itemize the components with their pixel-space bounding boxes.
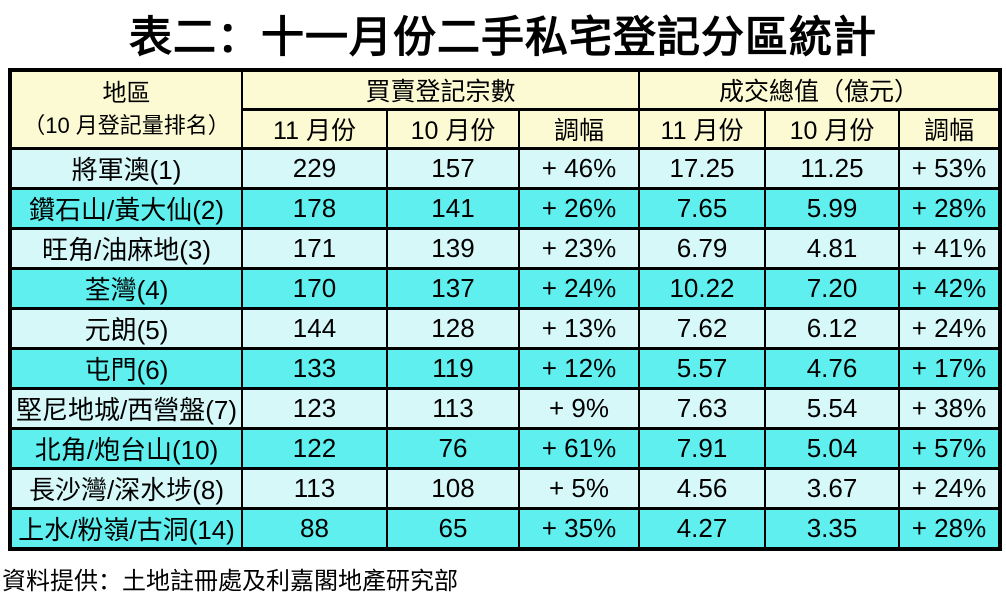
cell-reg-oct: 128 [386,307,520,350]
table-row: 堅尼地城/西營盤(7) 123 113 + 9% 7.63 5.54 + 38% [9,387,1001,430]
cell-val-oct: 4.76 [764,347,900,390]
cell-val-change: + 24% [898,467,1001,510]
cell-val-nov: 7.63 [638,387,766,430]
cell-val-change: + 38% [898,387,1001,430]
table-row: 長沙灣/深水埗(8) 113 108 + 5% 4.56 3.67 + 24% [9,467,1001,510]
cell-reg-oct: 157 [386,147,520,190]
cell-reg-nov: 171 [241,227,388,270]
cell-val-change: + 53% [898,147,1001,190]
cell-val-change: + 28% [898,507,1001,551]
cell-val-oct: 11.25 [764,147,900,190]
cell-reg-nov: 144 [241,307,388,350]
cell-val-oct: 4.81 [764,227,900,270]
col-header-val-oct: 10 月份 [764,108,900,150]
group-header-registrations: 買賣登記宗數 [241,68,640,111]
cell-val-change: + 57% [898,427,1001,470]
cell-district: 屯門(6) [9,347,243,390]
cell-val-nov: 7.91 [638,427,766,470]
cell-district: 堅尼地城/西營盤(7) [9,387,243,430]
table-row: 將軍澳(1) 229 157 + 46% 17.25 11.25 + 53% [9,147,1001,190]
table-row: 北角/炮台山(10) 122 76 + 61% 7.91 5.04 + 57% [9,427,1001,470]
col-header-reg-oct: 10 月份 [386,108,520,150]
cell-reg-nov: 113 [241,467,388,510]
cell-val-oct: 3.35 [764,507,900,551]
cell-val-nov: 10.22 [638,267,766,310]
table-row: 荃灣(4) 170 137 + 24% 10.22 7.20 + 42% [9,267,1001,310]
col-header-val-change: 調幅 [898,108,1001,150]
cell-val-nov: 4.27 [638,507,766,551]
cell-val-change: + 17% [898,347,1001,390]
cell-reg-change: + 46% [518,147,640,190]
cell-reg-oct: 137 [386,267,520,310]
table-header: 地區 （10 月登記量排名） 買賣登記宗數 成交總值（億元） 11 月份 10 … [9,68,1001,150]
table-row: 元朗(5) 144 128 + 13% 7.62 6.12 + 24% [9,307,1001,350]
cell-reg-oct: 119 [386,347,520,390]
cell-val-nov: 17.25 [638,147,766,190]
cell-district: 荃灣(4) [9,267,243,310]
cell-val-oct: 5.54 [764,387,900,430]
group-header-row: 地區 （10 月登記量排名） 買賣登記宗數 成交總值（億元） [9,68,1001,150]
sub-header-row: 11 月份 10 月份 調幅 11 月份 10 月份 調幅 [10,108,1001,150]
cell-reg-nov: 123 [241,387,388,430]
cell-reg-oct: 76 [386,427,520,470]
page-title: 表二：十一月份二手私宅登記分區統計 [129,14,877,62]
table-row: 鑽石山/黃大仙(2) 178 141 + 26% 7.65 5.99 + 28% [9,187,1001,230]
cell-reg-change: + 35% [518,507,640,551]
district-statistics-table: 地區 （10 月登記量排名） 買賣登記宗數 成交總值（億元） 11 月份 10 … [8,68,1002,551]
cell-reg-oct: 141 [386,187,520,230]
col-header-district: 地區 （10 月登記量排名） [9,68,243,150]
cell-reg-oct: 65 [386,507,520,551]
table-row: 旺角/油麻地(3) 171 139 + 23% 6.79 4.81 + 41% [9,227,1001,270]
cell-district: 鑽石山/黃大仙(2) [9,187,243,230]
cell-reg-change: + 23% [518,227,640,270]
cell-reg-change: + 24% [518,267,640,310]
col-header-val-nov: 11 月份 [638,108,766,150]
cell-val-change: + 24% [898,307,1001,350]
cell-reg-change: + 26% [518,187,640,230]
cell-district: 將軍澳(1) [9,147,243,190]
cell-reg-nov: 88 [241,507,388,551]
cell-val-oct: 6.12 [764,307,900,350]
cell-reg-change: + 12% [518,347,640,390]
cell-val-oct: 5.04 [764,427,900,470]
cell-val-nov: 4.56 [638,467,766,510]
cell-reg-nov: 122 [241,427,388,470]
cell-district: 上水/粉嶺/古洞(14) [9,507,243,551]
col-header-district-line2: （10 月登記量排名） [23,112,230,138]
cell-val-oct: 3.67 [764,467,900,510]
col-header-reg-change: 調幅 [518,108,640,150]
cell-district: 長沙灣/深水埗(8) [9,467,243,510]
col-header-district-line1: 地區 [102,80,151,108]
cell-val-change: + 41% [898,227,1001,270]
cell-reg-oct: 108 [386,467,520,510]
cell-val-oct: 7.20 [764,267,900,310]
cell-val-change: + 42% [898,267,1001,310]
group-header-total-value: 成交總值（億元） [638,68,1001,111]
cell-district: 元朗(5) [9,307,243,350]
cell-reg-change: + 13% [518,307,640,350]
cell-reg-oct: 113 [386,387,520,430]
table-row: 上水/粉嶺/古洞(14) 88 65 + 35% 4.27 3.35 + 28% [9,507,1001,551]
cell-reg-nov: 229 [241,147,388,190]
cell-reg-nov: 170 [241,267,388,310]
cell-val-nov: 5.57 [638,347,766,390]
cell-reg-change: + 61% [518,427,640,470]
cell-reg-nov: 133 [241,347,388,390]
table-row: 屯門(6) 133 119 + 12% 5.57 4.76 + 17% [9,347,1001,390]
cell-district: 北角/炮台山(10) [9,427,243,470]
cell-reg-nov: 178 [241,187,388,230]
cell-district: 旺角/油麻地(3) [9,227,243,270]
cell-val-change: + 28% [898,187,1001,230]
cell-reg-change: + 9% [518,387,640,430]
cell-reg-oct: 139 [386,227,520,270]
cell-val-nov: 7.65 [638,187,766,230]
data-source-note: 資料提供：土地註冊處及利嘉閣地產研究部 [2,568,458,595]
table-body: 將軍澳(1) 229 157 + 46% 17.25 11.25 + 53% 鑽… [9,147,1001,551]
cell-reg-change: + 5% [518,467,640,510]
cell-val-oct: 5.99 [764,187,900,230]
cell-val-nov: 7.62 [638,307,766,350]
cell-val-nov: 6.79 [638,227,766,270]
col-header-reg-nov: 11 月份 [241,108,388,150]
